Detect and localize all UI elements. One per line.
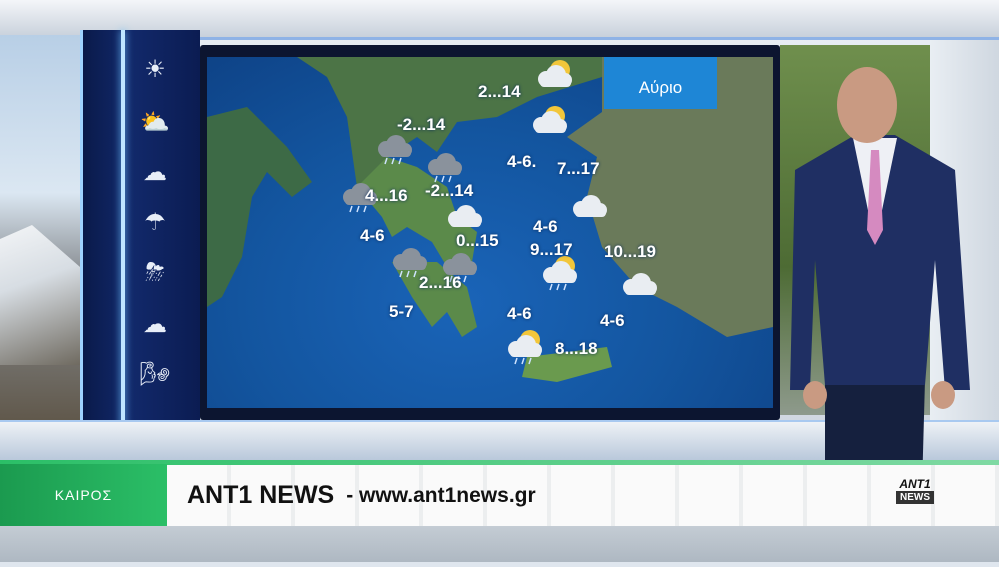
cloud-icon [442,199,486,235]
land-crete [522,347,612,382]
land-greece-mainland [357,157,477,267]
partly-cloudy-icon: ⛅ [140,109,170,136]
day-badge: Αύριο [604,57,717,109]
cloud-rain-icon [437,247,481,283]
land-turkey [567,57,773,337]
temperature-label: 4...16 [365,186,408,205]
logo-bottom: NEWS [896,491,934,504]
land-peloponnese [392,262,477,337]
weather-map-greece: 2...14 -2...14 4...16 -2...14 4-6 0...15 4-6. 7… [207,57,773,408]
temperature-label: 5-7 [389,302,414,321]
cloud-rain-icon [337,177,381,213]
snowy-mountain [0,225,80,365]
sun-rain-icon [502,329,546,365]
partly-cloudy-sun-icon [532,59,576,95]
presenter-tie [867,150,883,245]
cloud-rain-icon [422,147,466,183]
temperature-label: 2...16 [419,273,462,292]
temperature-label: 4-6. [507,152,537,171]
temperature-label: 2...14 [478,82,521,101]
ant1-news-logo: ANT1 NEWS [896,478,934,508]
studio-bottom [0,526,999,562]
temperature-label: 4-6 [600,311,625,330]
presenter-left-hand [803,381,827,409]
temperature-label: 0...15 [456,231,499,250]
news-ticker: ΚΑΙΡΟΣ ANT1 NEWS - www.ant1news.gr [0,460,999,526]
temperature-label: 4-6 [360,226,385,245]
rain-icon: ☂ [144,209,166,236]
presenter-jacket [790,135,970,390]
light-strip [121,30,125,430]
sun-icon: ☀ [144,56,166,83]
weather-icon-sidebar: ☀ ⛅ ☁ ☂ ⛈ ☁ 🌬 [80,30,200,430]
map-land [207,57,773,382]
temperature-label: 9...17 [530,240,573,259]
cloud-rain-icon [387,242,431,278]
clouds-icon: ☁ [143,311,167,338]
ticker-title: ANT1 NEWS [187,481,335,509]
logo-top: ANT1 [899,477,931,491]
presenter-head [837,67,897,143]
cloud-icon: ☁ [143,159,167,186]
temperature-label: 10...19 [604,242,656,261]
temperature-label: 7...17 [557,159,600,178]
thunderstorm-icon: ⛈ [145,259,165,286]
partly-cloudy-sun-icon [527,105,571,141]
temperature-label: -2...14 [425,181,474,200]
land-italy [207,107,312,307]
temperature-label: -2...14 [397,115,446,134]
ticker-accent-strip [0,460,999,465]
ticker-url: - www.ant1news.gr [346,483,536,507]
land-balkans [297,57,607,197]
storm-wind-icon: 🌬 [139,361,171,388]
temperature-label: 4-6 [507,304,532,323]
presenter-right-hand [931,381,955,409]
temperature-label: 8...18 [555,339,598,358]
sun-rain-icon [537,255,581,291]
cloud-rain-icon [372,129,416,165]
cloud-icon [617,267,661,303]
temperature-label: 4-6 [533,217,558,236]
cloud-icon [567,189,611,225]
section-label: ΚΑΙΡΟΣ [0,464,167,526]
ticker-content: ANT1 NEWS - www.ant1news.gr [167,465,999,526]
left-window-view [0,35,80,430]
